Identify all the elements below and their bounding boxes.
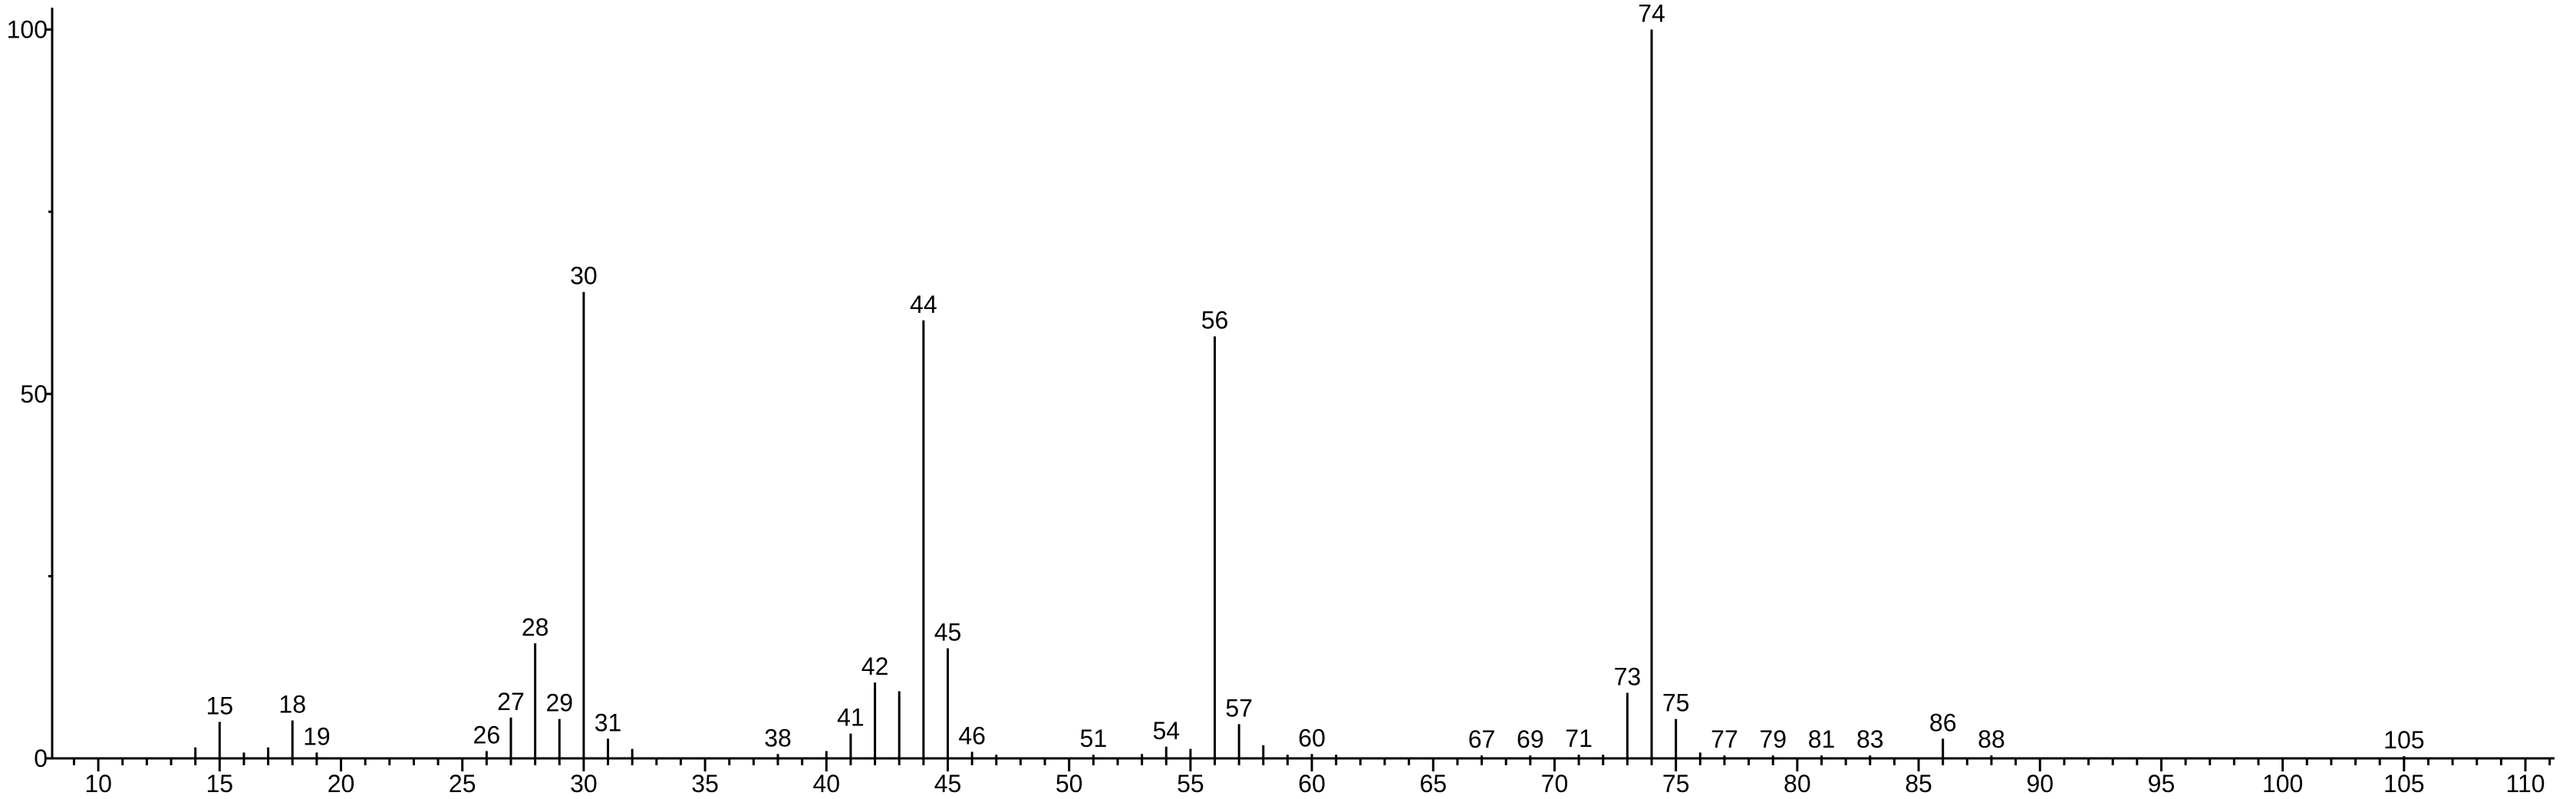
peak-label: 54 [1152,717,1180,745]
y-tick-label: 50 [20,380,48,408]
x-tick-label: 35 [691,770,719,797]
peak-label: 15 [206,692,234,719]
peak-label: 28 [522,613,549,641]
x-tick-label: 50 [1056,770,1083,797]
x-tick-label: 100 [2262,770,2303,797]
x-tick-label: 10 [84,770,112,797]
peak-label: 18 [278,691,306,718]
x-tick-label: 15 [206,770,234,797]
peak-label: 44 [910,291,937,318]
peak-label: 73 [1614,663,1642,690]
peak-label: 30 [570,262,598,290]
peak-label: 27 [497,688,525,715]
x-tick-label: 75 [1662,770,1690,797]
peak-label: 81 [1808,725,1836,753]
x-tick-label: 20 [328,770,355,797]
peak-label: 77 [1711,725,1738,753]
x-tick-label: 30 [570,770,598,797]
peak-label: 69 [1517,725,1544,753]
peak-label: 79 [1759,725,1787,753]
x-tick-label: 95 [2148,770,2176,797]
peak-label: 75 [1662,689,1690,717]
y-tick-label: 0 [34,745,48,772]
peak-label: 71 [1565,725,1593,752]
peak-label: 45 [934,618,962,646]
peak-label: 19 [303,722,331,750]
peak-label: 60 [1298,724,1326,751]
peak-label: 74 [1638,0,1665,28]
x-tick-label: 40 [812,770,840,797]
peak-label: 83 [1856,725,1884,753]
peak-label: 29 [545,689,573,717]
peak-label: 51 [1080,725,1108,752]
x-tick-label: 55 [1177,770,1204,797]
x-tick-label: 45 [934,770,962,797]
x-tick-label: 65 [1419,770,1447,797]
peak-label: 56 [1201,307,1229,334]
peak-label: 86 [1929,709,1957,736]
peak-label: 38 [764,724,792,751]
x-tick-label: 70 [1541,770,1569,797]
x-tick-label: 25 [449,770,476,797]
x-tick-label: 110 [2506,770,2545,797]
x-tick-label: 90 [2026,770,2054,797]
peak-label: 57 [1225,694,1253,722]
peak-label: 31 [595,709,622,736]
peak-label: 105 [2383,726,2424,754]
x-tick-label: 85 [1905,770,1932,797]
x-tick-label: 80 [1784,770,1811,797]
peak-label: 88 [1978,725,2005,753]
peak-label: 67 [1468,725,1496,753]
peak-label: 26 [473,721,501,748]
x-tick-label: 60 [1298,770,1326,797]
peak-label: 46 [958,722,986,749]
x-tick-label: 105 [2383,770,2424,797]
peak-label: 42 [861,653,889,680]
peak-label: 41 [837,704,865,732]
y-tick-label: 100 [7,16,48,44]
